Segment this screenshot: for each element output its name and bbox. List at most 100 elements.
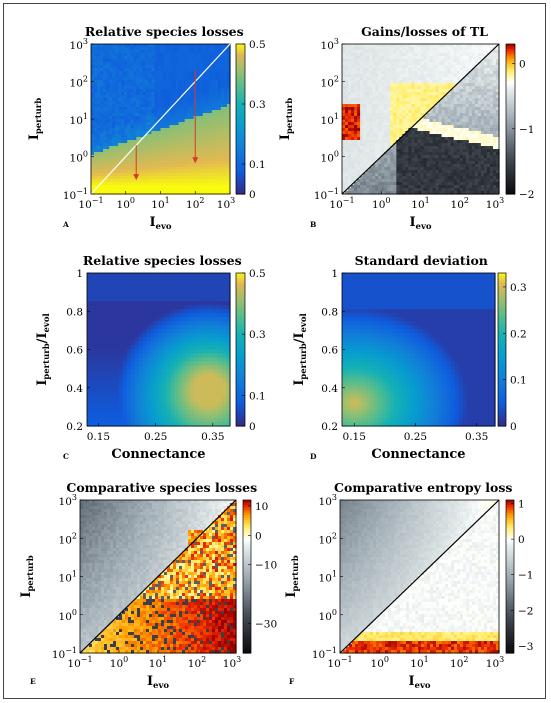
heat-cell	[172, 116, 177, 120]
heat-cell	[348, 188, 352, 192]
heat-cell	[157, 131, 162, 135]
heat-cell	[402, 53, 406, 57]
heat-cell	[136, 137, 140, 141]
heat-cell	[393, 71, 397, 75]
heat-cell	[423, 131, 428, 135]
heat-cell	[414, 164, 419, 168]
heat-cell	[348, 59, 352, 63]
heat-cell	[190, 56, 195, 60]
heat-cell	[438, 56, 443, 60]
heat-cell	[157, 146, 162, 150]
heat-cell	[360, 134, 364, 138]
heat-cell	[429, 59, 434, 63]
heat-cell	[127, 47, 131, 51]
heat-cell	[399, 98, 403, 102]
heat-cell	[103, 176, 107, 180]
heat-cell	[450, 122, 455, 126]
heat-cell	[384, 140, 388, 144]
heat-cell	[166, 179, 171, 183]
heat-cell	[121, 152, 125, 156]
heat-cell	[205, 113, 210, 117]
heat-cell	[127, 158, 131, 162]
heat-cell	[175, 77, 180, 81]
heat-cell	[429, 80, 434, 84]
heat-cell	[90, 297, 96, 302]
heat-cell	[363, 80, 367, 84]
heat-cell	[196, 44, 201, 48]
heatmap-a	[91, 44, 231, 195]
heat-cell	[429, 77, 434, 81]
heat-cell	[426, 80, 431, 84]
heat-cell	[399, 149, 403, 153]
heat-cell	[432, 47, 437, 51]
heat-cell	[441, 107, 446, 111]
heat-cell	[172, 182, 177, 186]
heat-cell	[142, 119, 146, 123]
heat-cell	[181, 173, 186, 177]
heat-cell	[148, 119, 153, 123]
heat-cell	[106, 176, 110, 180]
heat-cell	[172, 95, 177, 99]
heat-cell	[97, 68, 101, 72]
heat-cell	[184, 95, 189, 99]
heat-cell	[426, 158, 431, 162]
heat-cell	[369, 167, 373, 171]
heat-cell	[214, 68, 219, 72]
heat-cell	[163, 83, 168, 87]
heat-cell	[208, 47, 213, 51]
heat-cell	[429, 47, 434, 51]
heat-cell	[414, 110, 419, 114]
heat-cell	[124, 104, 128, 108]
heat-cell	[342, 152, 346, 156]
heat-cell	[435, 50, 440, 54]
heat-cell	[453, 101, 458, 105]
heat-cell	[178, 107, 183, 111]
heat-cell	[411, 128, 416, 132]
heat-cell	[444, 98, 449, 102]
heat-cell	[100, 116, 104, 120]
heat-cell	[438, 170, 443, 174]
heat-cell	[130, 86, 134, 90]
heat-cell	[199, 65, 204, 69]
heat-cell	[202, 149, 207, 153]
heat-cell	[136, 191, 140, 195]
heat-cell	[351, 59, 355, 63]
heat-cell	[438, 86, 443, 90]
heat-cell	[118, 116, 122, 120]
heat-cell	[453, 137, 458, 141]
heat-cell	[94, 173, 98, 177]
heat-cell	[136, 188, 140, 192]
heat-cell	[363, 179, 367, 183]
heat-cell	[172, 47, 177, 51]
heat-cell	[417, 173, 422, 177]
heat-cell	[217, 170, 222, 174]
heat-cell	[226, 47, 231, 51]
heat-cell	[342, 107, 346, 111]
heat-cell	[411, 143, 416, 147]
heat-cell	[217, 62, 222, 66]
heat-cell	[369, 191, 373, 195]
heat-cell	[199, 101, 204, 105]
heat-cell	[100, 89, 104, 93]
heat-cell	[100, 125, 104, 129]
heat-cell	[181, 149, 186, 153]
heat-cell	[357, 182, 361, 186]
heat-cell	[157, 116, 162, 120]
heat-cell	[226, 191, 231, 195]
heat-cell	[384, 191, 388, 195]
heat-cell	[393, 164, 397, 168]
heat-cell	[163, 47, 168, 51]
heat-cell	[441, 92, 446, 96]
heat-cell	[184, 137, 189, 141]
heat-cell	[142, 125, 146, 129]
heat-cell	[342, 179, 346, 183]
heat-cell	[151, 98, 156, 102]
heat-cell	[360, 140, 364, 144]
heat-cell	[91, 104, 95, 108]
heat-cell	[387, 53, 391, 57]
heat-cell	[151, 56, 156, 60]
heat-cell	[420, 167, 425, 171]
heat-cell	[181, 71, 186, 75]
heat-cell	[91, 176, 95, 180]
heat-cell	[214, 83, 219, 87]
